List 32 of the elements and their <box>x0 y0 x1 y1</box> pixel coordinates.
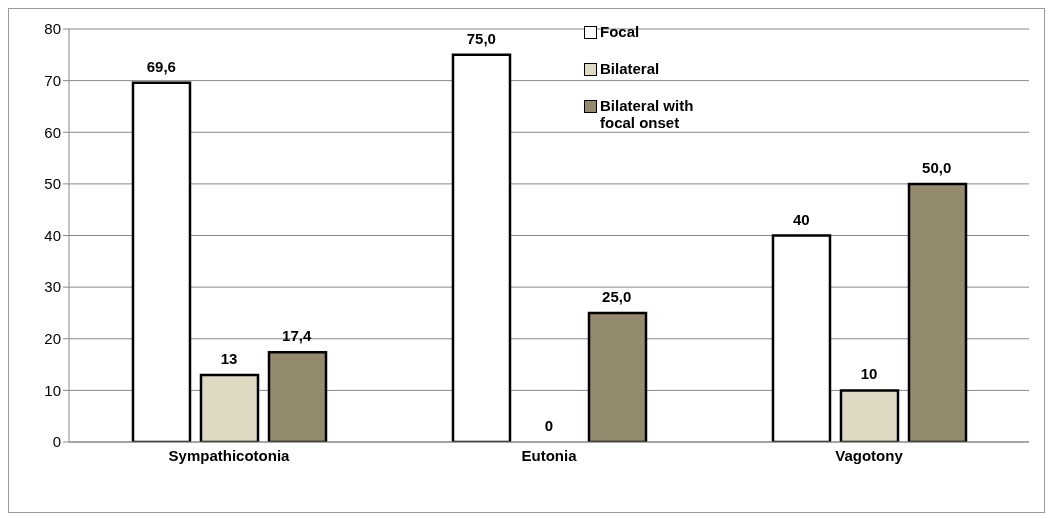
bar <box>451 53 512 442</box>
bar <box>199 373 260 442</box>
x-tick-label: Eutonia <box>521 446 578 464</box>
y-tick-label: 70 <box>44 71 61 89</box>
legend-label: Bilateral <box>600 60 661 77</box>
y-tick-label: 60 <box>44 123 61 141</box>
data-label: 13 <box>220 349 238 367</box>
y-tick-label: 30 <box>44 278 61 296</box>
data-label: 75,0 <box>466 29 496 47</box>
data-label: 10 <box>860 365 878 383</box>
bar <box>587 311 648 442</box>
bar <box>907 182 968 442</box>
data-label: 69,6 <box>146 57 176 75</box>
data-label: 0 <box>544 417 554 434</box>
data-label: 17,4 <box>282 327 312 345</box>
legend-label: Bilateral with focal onset <box>600 97 695 131</box>
x-tick-label: Sympathicotonia <box>168 446 291 464</box>
legend-label: Focal <box>600 23 641 40</box>
bar <box>267 350 328 442</box>
y-tick-label: 40 <box>44 226 61 244</box>
y-tick-label: 10 <box>44 381 61 399</box>
x-tick-label: Vagotony <box>835 446 904 464</box>
data-label: 25,0 <box>602 287 632 305</box>
y-tick-label: 0 <box>52 433 61 451</box>
data-label: 50,0 <box>922 158 952 176</box>
y-tick-label: 50 <box>44 175 61 193</box>
bar <box>771 234 832 442</box>
data-label: 40 <box>792 210 810 228</box>
y-tick-label: 20 <box>44 330 61 348</box>
y-tick-label: 80 <box>44 20 61 38</box>
bar <box>839 389 900 442</box>
bar <box>131 81 192 442</box>
